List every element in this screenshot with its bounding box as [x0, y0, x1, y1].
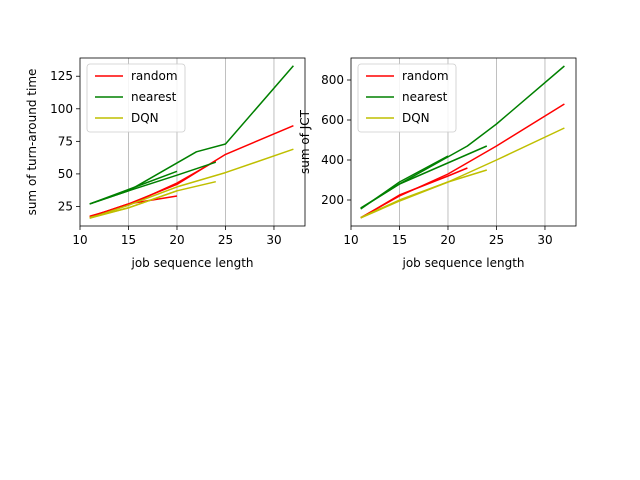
legend-box: [357, 63, 457, 133]
y-tick-label: 50: [58, 167, 73, 181]
axes-frame: [350, 57, 577, 227]
legend-label-random: random: [131, 69, 178, 83]
legend-label-dqn: DQN: [402, 111, 430, 125]
x-tick-label: 20: [440, 233, 455, 247]
series-line-random: [89, 125, 294, 218]
legend-label-nearest: nearest: [131, 90, 177, 104]
y-tick-label: 75: [58, 134, 73, 148]
x-tick-label: 25: [489, 233, 504, 247]
y-tick-label: 200: [321, 193, 344, 207]
legend: random nearest DQN: [357, 63, 457, 133]
x-tick-label: 15: [392, 233, 407, 247]
y-tick-label: 25: [58, 199, 73, 213]
series-line-nearest: [360, 145, 488, 210]
y-tick-label: 600: [321, 113, 344, 127]
series-line-dqn: [89, 180, 216, 219]
legend-label-random: random: [402, 69, 449, 83]
legend: random nearest DQN: [86, 63, 186, 133]
y-tick-label: 400: [321, 153, 344, 167]
x-tick-label: 10: [343, 233, 358, 247]
y-tick-label: 800: [321, 73, 344, 87]
series-line-dqn: [360, 169, 488, 219]
legend-label-dqn: DQN: [131, 111, 159, 125]
x-tick-label: 30: [537, 233, 552, 247]
y-tick-label: 100: [50, 102, 73, 116]
series-line-nearest: [89, 65, 294, 205]
x-axis-label: job sequence length: [131, 256, 254, 270]
chart-1: 10 15 20 25 30 25 50 75 100 125 job sequence lengt…: [25, 57, 306, 270]
series-line-nearest: [360, 65, 565, 209]
y-axis-label: sum of turn-around time: [25, 69, 39, 216]
x-axis-label: job sequence length: [402, 256, 525, 270]
y-axis-label: sum of JCT: [298, 109, 312, 174]
chart-2: 10 15 20 25 30 200 400 600 800 job sequence lengt…: [298, 57, 577, 270]
x-tick-label: 30: [266, 233, 281, 247]
series-line-dqn: [89, 148, 294, 219]
x-tick-label: 15: [121, 233, 136, 247]
series-line-random: [360, 103, 565, 219]
axes-frame: [79, 57, 306, 227]
x-tick-label: 20: [169, 233, 184, 247]
x-tick-label: 10: [72, 233, 87, 247]
series-line-dqn: [360, 127, 565, 219]
y-tick-label: 125: [50, 69, 73, 83]
x-tick-label: 25: [218, 233, 233, 247]
legend-label-nearest: nearest: [402, 90, 448, 104]
legend-box: [86, 63, 186, 133]
